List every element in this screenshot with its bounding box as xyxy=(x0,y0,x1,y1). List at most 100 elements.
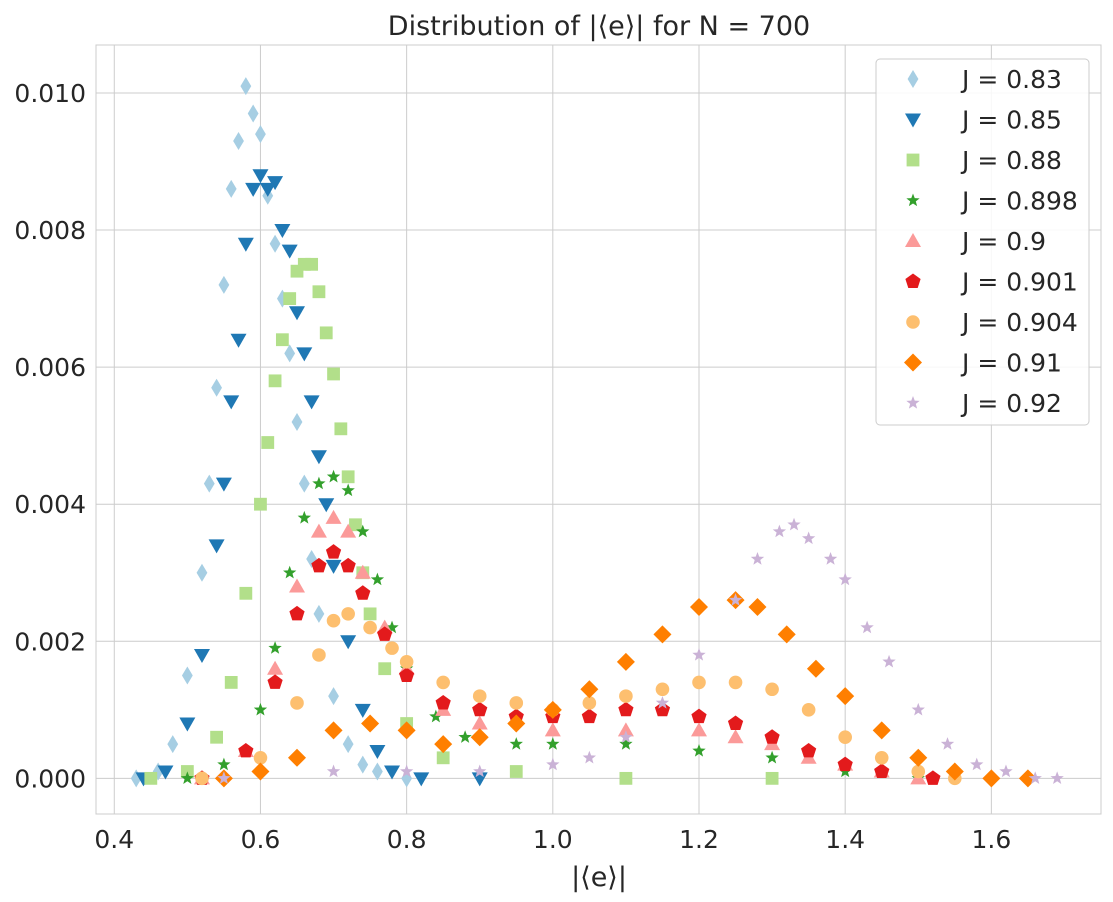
data-point xyxy=(341,470,355,484)
data-point xyxy=(289,306,305,321)
data-point xyxy=(435,694,451,710)
data-point xyxy=(860,620,874,634)
data-point xyxy=(230,333,247,348)
data-point xyxy=(509,737,523,750)
data-point xyxy=(211,378,222,397)
data-point xyxy=(801,531,816,545)
data-point xyxy=(268,641,282,654)
plot-frame xyxy=(95,44,1102,815)
data-point xyxy=(319,326,333,340)
data-point xyxy=(223,395,240,410)
legend-marker xyxy=(904,353,922,372)
data-point xyxy=(692,675,706,690)
data-point xyxy=(399,764,414,778)
data-point xyxy=(838,572,852,586)
data-point xyxy=(157,765,174,780)
data-point xyxy=(619,737,633,750)
data-point xyxy=(874,763,890,778)
data-point xyxy=(911,764,926,779)
y-tick-label: 0.010 xyxy=(14,79,86,108)
data-point xyxy=(326,469,341,483)
data-point xyxy=(471,715,488,730)
data-point xyxy=(925,770,941,785)
data-point xyxy=(777,625,796,644)
data-point xyxy=(283,292,297,305)
data-point xyxy=(806,659,825,678)
data-point xyxy=(653,625,672,644)
data-point xyxy=(340,523,357,538)
data-point xyxy=(801,742,817,758)
data-point xyxy=(436,751,450,765)
data-point xyxy=(616,652,635,671)
data-point xyxy=(1050,771,1064,785)
data-point xyxy=(582,750,597,764)
data-point xyxy=(253,702,268,716)
x-tick-label: 0.8 xyxy=(387,825,427,854)
data-point xyxy=(193,648,210,663)
data-point xyxy=(397,721,416,740)
data-point xyxy=(727,729,744,744)
data-point xyxy=(837,756,853,772)
data-point xyxy=(203,474,215,493)
data-point xyxy=(363,620,377,635)
data-point xyxy=(399,667,415,683)
data-point xyxy=(691,708,707,724)
data-point xyxy=(311,557,327,573)
data-point xyxy=(305,257,319,271)
data-point xyxy=(728,593,743,606)
data-point xyxy=(655,695,670,709)
data-point xyxy=(224,676,238,689)
data-point xyxy=(267,660,284,675)
data-point xyxy=(544,722,561,737)
data-point xyxy=(691,722,707,737)
data-point xyxy=(354,564,371,579)
data-point xyxy=(399,655,414,669)
legend-marker xyxy=(905,233,921,247)
data-point xyxy=(179,717,196,732)
data-point xyxy=(999,764,1013,778)
legend-marker xyxy=(905,273,921,288)
legend-box xyxy=(875,58,1090,426)
legend-entry-label: J = 0.88 xyxy=(960,146,1062,175)
data-point xyxy=(325,544,342,559)
data-point xyxy=(472,689,487,703)
data-point xyxy=(434,735,453,754)
x-tick-label: 1.2 xyxy=(679,825,719,854)
data-point xyxy=(297,510,311,524)
data-point xyxy=(167,735,179,754)
legend-entry-label: J = 0.9 xyxy=(960,227,1046,256)
data-point xyxy=(215,477,232,492)
data-point xyxy=(384,765,401,780)
data-point xyxy=(210,730,223,744)
axes: 0.4 0.6 0.8 1.0 1.2 1.4 1.6 0.000 0.002 0.004 0.00… xyxy=(14,79,1011,854)
legend-entry-label: J = 0.85 xyxy=(960,106,1062,135)
data-point xyxy=(655,682,670,697)
data-layer xyxy=(130,77,1064,788)
data-point xyxy=(290,696,304,710)
data-point xyxy=(326,613,341,628)
data-point xyxy=(251,762,270,781)
chart-title: Distribution of |⟨e⟩| for N = 700 xyxy=(388,11,810,42)
data-point xyxy=(874,750,889,765)
y-tick-label: 0.004 xyxy=(14,490,86,519)
data-point xyxy=(354,703,371,718)
y-tick-label: 0.002 xyxy=(14,627,86,656)
data-point xyxy=(750,552,765,565)
data-point xyxy=(787,517,801,531)
data-point xyxy=(377,626,393,641)
data-point xyxy=(275,333,289,347)
data-point xyxy=(261,436,275,449)
data-point xyxy=(692,647,706,661)
data-point xyxy=(509,696,524,710)
series-8 xyxy=(214,591,1037,788)
x-tick-label: 1.4 xyxy=(825,825,865,854)
data-point xyxy=(334,422,348,436)
data-point xyxy=(619,771,633,785)
data-point xyxy=(436,675,450,690)
data-point xyxy=(838,730,852,745)
data-point xyxy=(546,737,560,750)
data-point xyxy=(267,674,283,689)
data-point xyxy=(325,509,342,524)
data-point xyxy=(882,654,896,668)
